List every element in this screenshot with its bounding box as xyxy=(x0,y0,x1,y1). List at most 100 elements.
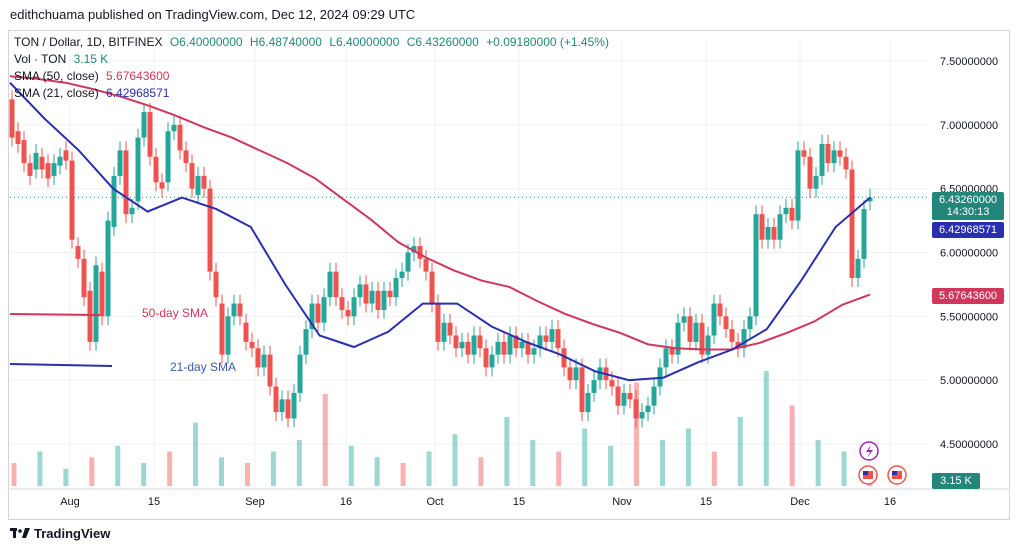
volume-bar xyxy=(37,451,43,486)
candle-body xyxy=(105,220,111,317)
candle-body xyxy=(291,392,297,419)
candle-body xyxy=(69,160,75,240)
candle-body xyxy=(681,316,687,323)
candle-body xyxy=(627,392,633,400)
candle-body xyxy=(483,348,489,368)
volume-bar xyxy=(219,457,225,486)
sma50-marker-line xyxy=(9,313,101,316)
candle-body xyxy=(795,150,801,221)
candle-body xyxy=(255,348,261,368)
volume-bar xyxy=(322,394,328,486)
candle-body xyxy=(399,271,405,279)
candle-body xyxy=(9,99,15,138)
candle-body xyxy=(141,112,147,138)
x-tick-label: 16 xyxy=(340,496,352,508)
tradingview-logo-icon xyxy=(10,528,30,538)
candle-body xyxy=(585,392,591,413)
candle-body xyxy=(423,258,429,272)
candle-body xyxy=(297,354,303,393)
chart-frame[interactable] xyxy=(8,30,1010,520)
candle-body xyxy=(411,246,417,253)
candle-body xyxy=(573,367,579,381)
volume-bar xyxy=(193,422,199,486)
volume-bar xyxy=(426,451,432,486)
candle-body xyxy=(837,150,843,157)
volume-bar xyxy=(452,434,458,486)
volume-value: 3.15 K xyxy=(73,52,109,66)
x-tick-label: Oct xyxy=(426,496,443,508)
candle-body xyxy=(669,348,675,355)
candle-body xyxy=(549,329,555,342)
publish-header: edithchuama published on TradingView.com… xyxy=(10,7,416,22)
x-tick-label: Sep xyxy=(245,496,265,508)
candle-body xyxy=(231,303,237,317)
candle-body xyxy=(537,335,543,349)
candle-body xyxy=(489,354,495,368)
candle-body xyxy=(333,271,339,298)
lightning-glyph-icon xyxy=(866,445,873,458)
volume-bar xyxy=(11,463,17,486)
x-tick-label: 15 xyxy=(700,496,712,508)
candle-body xyxy=(561,348,567,368)
volume-tag: 3.15 K xyxy=(932,473,980,489)
candle-body xyxy=(741,329,747,349)
candle-body xyxy=(81,258,87,298)
y-tick-label: 7.00000000 xyxy=(940,120,998,132)
candle-body xyxy=(363,284,369,304)
candle-body xyxy=(807,156,813,189)
volume-bar xyxy=(530,440,536,486)
volume-bar xyxy=(374,457,380,486)
volume-bar xyxy=(582,428,588,486)
candle-body xyxy=(99,271,105,317)
volume-bar xyxy=(167,451,173,486)
candle-body xyxy=(75,246,81,259)
candle-body xyxy=(147,112,153,157)
candle-body xyxy=(507,335,513,355)
volume-bar xyxy=(815,440,821,486)
candle-body xyxy=(285,399,291,419)
sma21-label[interactable]: SMA (21, close) xyxy=(14,86,99,100)
x-tick-label: 15 xyxy=(513,496,525,508)
low-value: L6.40000000 xyxy=(329,35,400,49)
candle-body xyxy=(465,341,471,355)
candle-body xyxy=(597,367,603,381)
candle-body xyxy=(471,335,477,355)
candle-body xyxy=(477,335,483,349)
candle-body xyxy=(435,303,441,342)
x-tick-label: 15 xyxy=(148,496,160,508)
candle-body xyxy=(87,290,93,342)
volume-bar xyxy=(556,451,562,486)
candle-body xyxy=(783,207,789,215)
volume-label[interactable]: Vol · TON xyxy=(14,52,67,66)
sma50-annotation: 50-day SMA xyxy=(142,306,209,320)
candle-body xyxy=(843,156,849,170)
candle-body xyxy=(417,246,423,259)
candle-body xyxy=(153,156,159,183)
candle-body xyxy=(789,207,795,221)
candle-body xyxy=(705,335,711,355)
candle-body xyxy=(531,348,537,355)
candle-body xyxy=(801,150,807,157)
symbol-label[interactable]: TON / Dollar, 1D, BITFINEX xyxy=(14,35,163,49)
volume-bar xyxy=(478,457,484,486)
candle-body xyxy=(249,341,255,349)
candle-body xyxy=(243,322,249,342)
candle-body xyxy=(405,252,411,272)
footer-brand[interactable]: TradingView xyxy=(10,526,110,541)
candle-body xyxy=(753,214,759,317)
candle-body xyxy=(165,131,171,183)
volume-bar xyxy=(348,445,354,486)
volume-bar xyxy=(400,463,406,486)
candle-body xyxy=(225,316,231,355)
volume-bar xyxy=(608,445,614,486)
x-tick-label: Aug xyxy=(60,496,80,508)
volume-legend: Vol · TON 3.15 K xyxy=(14,52,108,66)
sma50-label[interactable]: SMA (50, close) xyxy=(14,69,99,83)
candle-body xyxy=(357,284,363,298)
candle-body xyxy=(693,322,699,342)
candle-body xyxy=(63,150,69,161)
candle-body xyxy=(51,163,57,176)
candle-body xyxy=(609,380,615,387)
countdown-value: 14:30:13 xyxy=(946,206,990,218)
